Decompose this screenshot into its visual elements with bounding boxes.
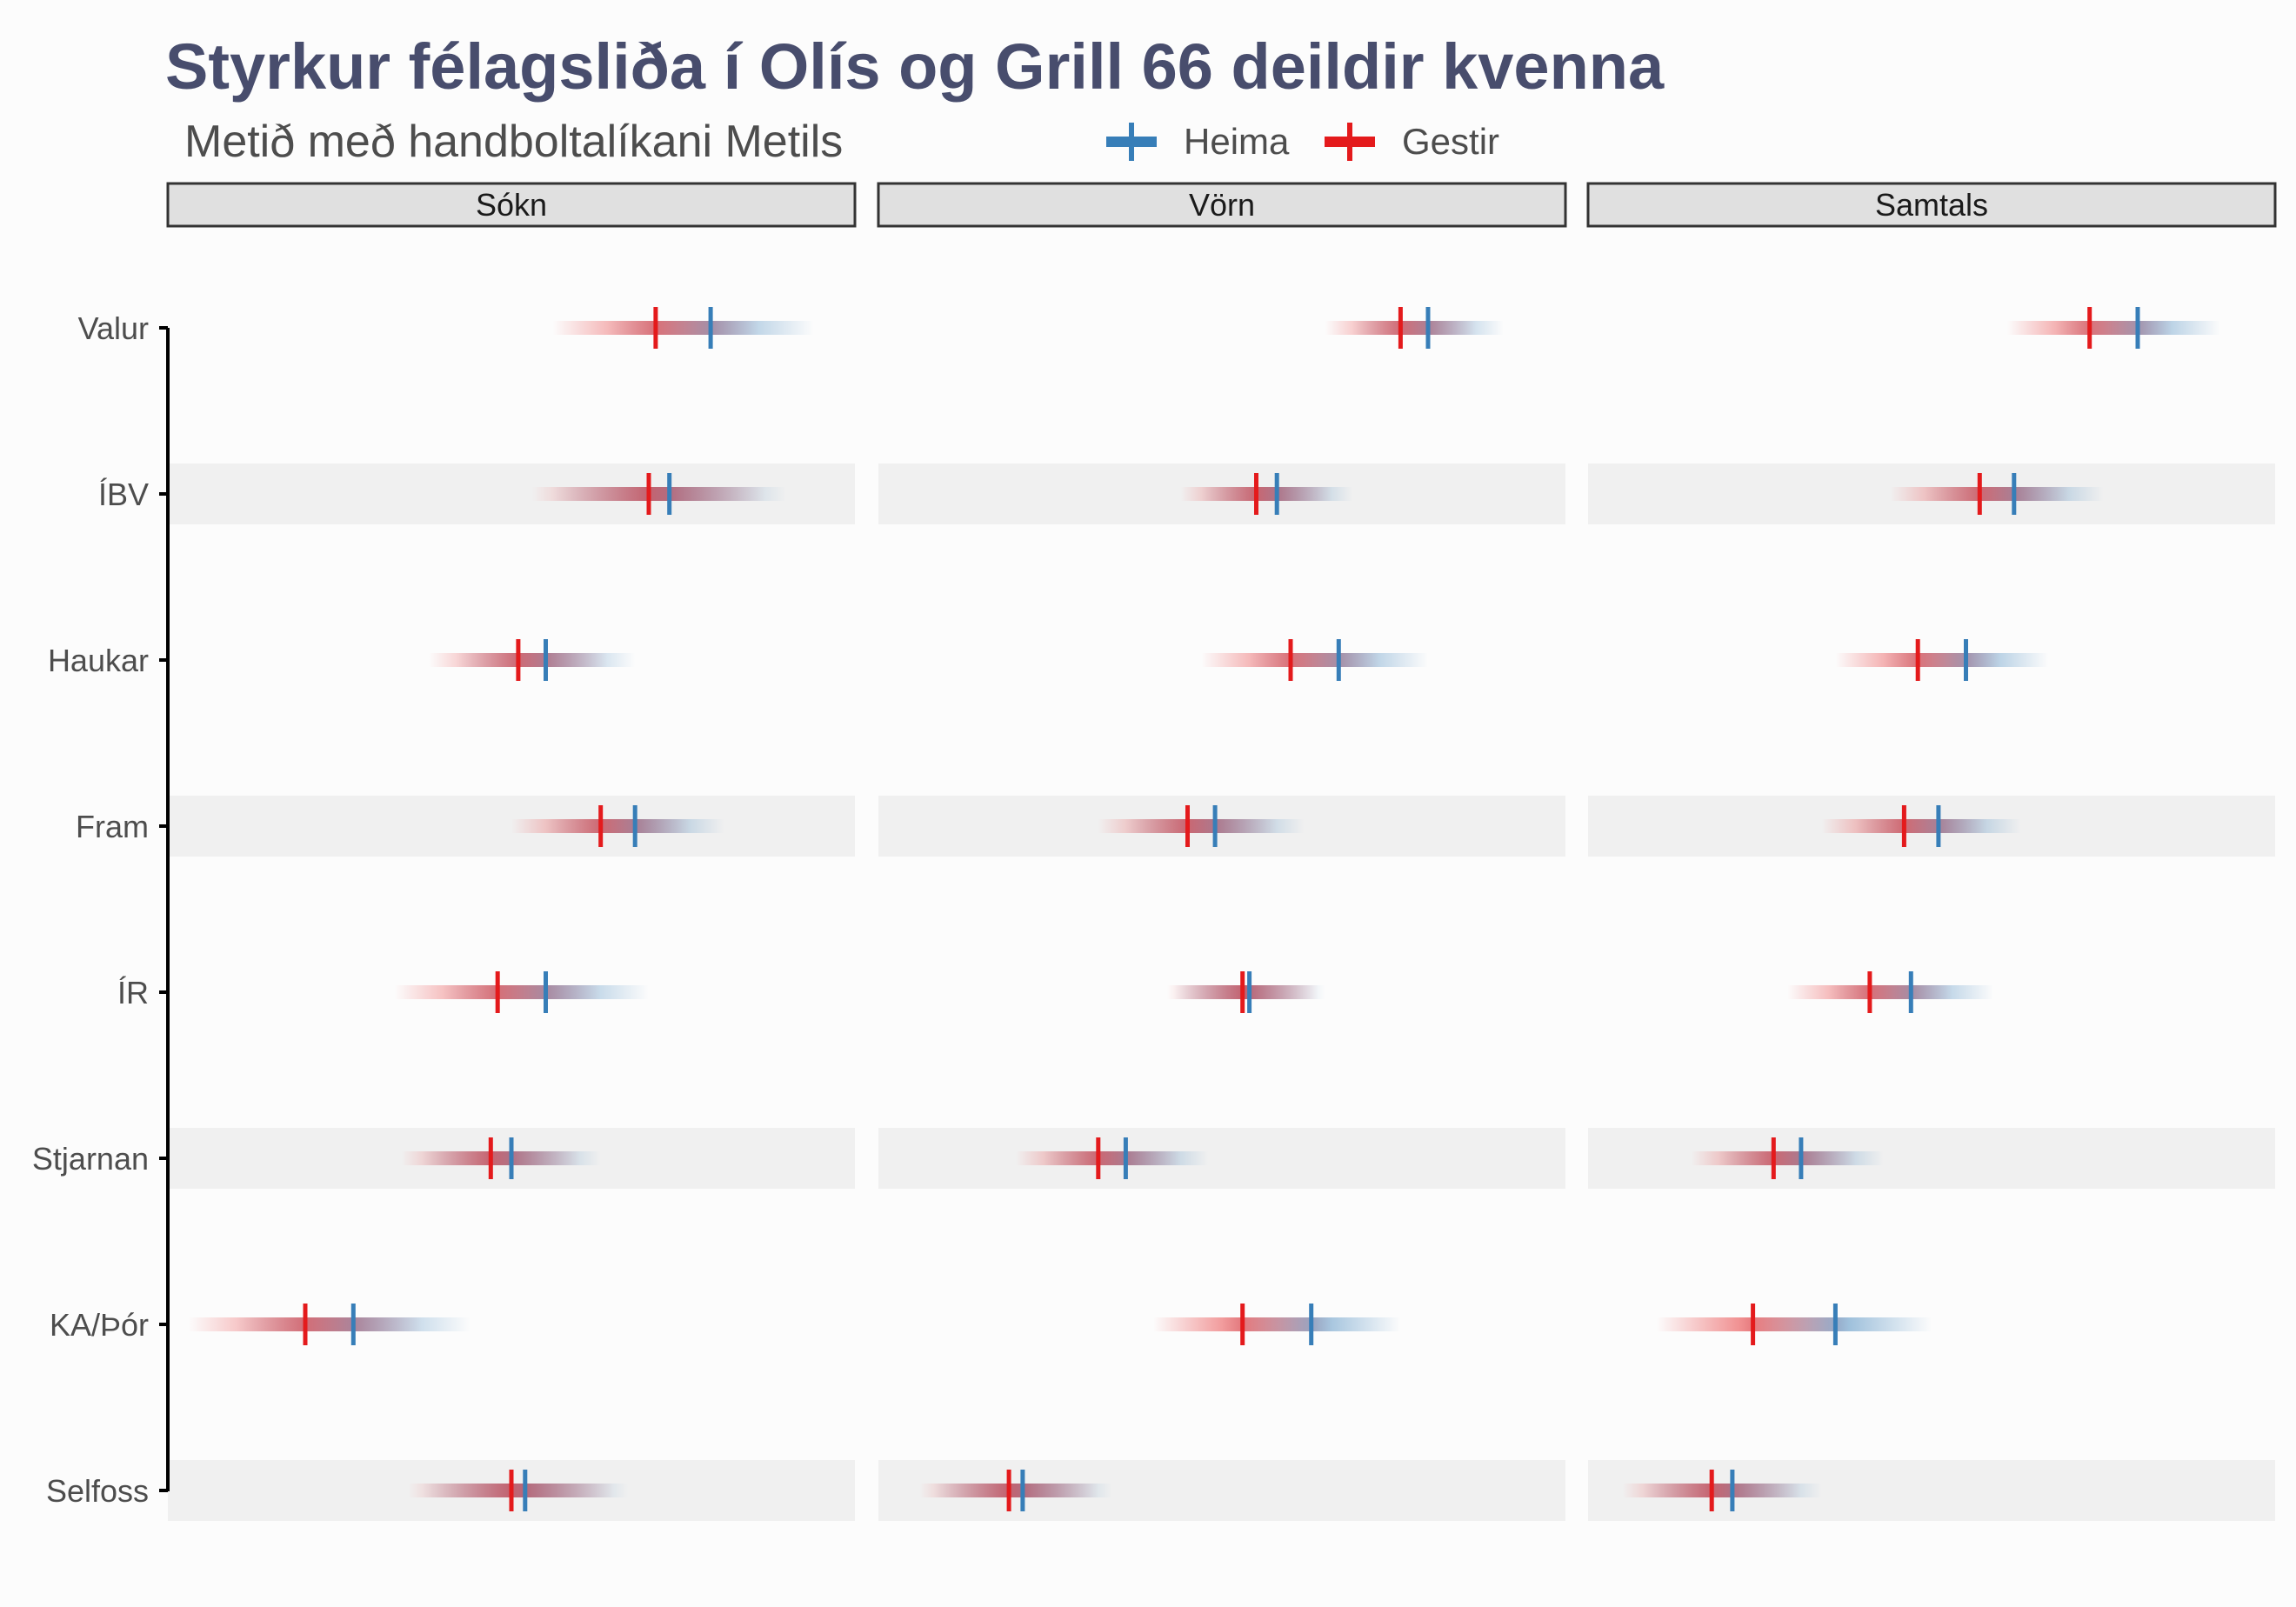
- facet-label-vorn: Vörn: [1189, 187, 1255, 223]
- plot-area: Sókn Vörn Samtals Valur ÍBV Haukar Fram ÍR Stjar…: [32, 182, 2277, 1521]
- point-home-vorn-stjarnan: [1123, 1137, 1128, 1179]
- y-tick-label-ka-thor: KA/Þór: [50, 1307, 149, 1343]
- legend-entry-gestir: Gestir: [1325, 121, 1499, 162]
- point-away-vorn-stjarnan: [1096, 1137, 1101, 1179]
- y-axis: Valur ÍBV Haukar Fram ÍR Stjarnan KA/Þór Selfos…: [32, 310, 170, 1509]
- point-away-sokn-selfoss: [509, 1470, 514, 1511]
- point-away-samtals-haukar: [1915, 639, 1920, 681]
- point-home-vorn-ibv: [1274, 473, 1279, 515]
- point-away-samtals-stjarnan: [1771, 1137, 1776, 1179]
- point-home-samtals-valur: [2135, 307, 2140, 349]
- facet-strip-box-sokn: [166, 182, 857, 228]
- y-tick-label-fram: Fram: [76, 809, 149, 844]
- point-away-samtals-selfoss: [1709, 1470, 1714, 1511]
- point-home-samtals-selfoss: [1730, 1470, 1735, 1511]
- point-home-samtals-haukar: [1964, 639, 1968, 681]
- facet-strip-sokn: Sókn: [166, 182, 857, 228]
- y-tick-label-ibv: ÍBV: [98, 477, 149, 512]
- chart-title: Styrkur félagsliða í Olís og Grill 66 de…: [165, 30, 1665, 103]
- point-away-samtals-ir: [1867, 971, 1872, 1013]
- point-away-sokn-ibv: [646, 473, 651, 515]
- panel-vorn: Vörn: [877, 182, 1567, 1521]
- facet-label-samtals: Samtals: [1875, 187, 1988, 223]
- point-home-samtals-ka-thor: [1832, 1304, 1838, 1345]
- facet-label-sokn: Sókn: [476, 187, 547, 223]
- point-home-vorn-valur: [1425, 307, 1431, 349]
- panel-sokn: Sókn: [166, 182, 857, 1521]
- chart-subtitle: Metið með handboltalíkani Metils: [184, 117, 843, 167]
- point-away-sokn-ka-thor: [303, 1304, 308, 1345]
- point-away-sokn-haukar: [516, 639, 521, 681]
- point-away-vorn-ka-thor: [1240, 1304, 1245, 1345]
- point-away-vorn-selfoss: [1006, 1470, 1011, 1511]
- legend-label-gestir: Gestir: [1402, 121, 1499, 162]
- point-away-sokn-ir: [495, 971, 500, 1013]
- point-home-sokn-selfoss: [523, 1470, 528, 1511]
- legend-entry-heima: Heima: [1106, 121, 1290, 162]
- point-away-samtals-ibv: [1977, 473, 1982, 515]
- point-away-vorn-haukar: [1288, 639, 1293, 681]
- point-away-vorn-ibv: [1254, 473, 1258, 515]
- y-tick-label-stjarnan: Stjarnan: [32, 1141, 149, 1177]
- y-tick-label-valur: Valur: [78, 310, 149, 346]
- point-away-sokn-stjarnan: [488, 1137, 493, 1179]
- y-tick-label-ir: ÍR: [117, 975, 149, 1010]
- point-home-samtals-stjarnan: [1799, 1137, 1804, 1179]
- point-away-vorn-ir: [1240, 971, 1245, 1013]
- facet-strip-box-samtals: [1586, 182, 2277, 228]
- facet-strip-vorn: Vörn: [877, 182, 1567, 228]
- point-home-samtals-ibv: [2012, 473, 2017, 515]
- point-away-samtals-fram: [1901, 805, 1906, 847]
- point-away-samtals-ka-thor: [1751, 1304, 1756, 1345]
- point-home-sokn-ibv: [667, 473, 672, 515]
- point-away-sokn-fram: [598, 805, 604, 847]
- point-home-vorn-selfoss: [1020, 1470, 1025, 1511]
- point-home-sokn-ir: [544, 971, 548, 1013]
- point-home-sokn-valur: [708, 307, 713, 349]
- point-away-samtals-valur: [2087, 307, 2092, 349]
- point-home-vorn-fram: [1212, 805, 1218, 847]
- point-home-sokn-stjarnan: [509, 1137, 514, 1179]
- facet-strip-box-vorn: [877, 182, 1567, 228]
- point-home-vorn-ir: [1247, 971, 1252, 1013]
- point-home-vorn-ka-thor: [1309, 1304, 1314, 1345]
- point-home-sokn-fram: [632, 805, 637, 847]
- point-away-vorn-valur: [1398, 307, 1403, 349]
- row-band-stjarnan: [878, 1128, 1565, 1189]
- panel-samtals: Samtals: [1586, 182, 2277, 1521]
- legend: Heima Gestir: [1106, 121, 1499, 162]
- legend-label-heima: Heima: [1184, 121, 1290, 162]
- point-home-sokn-ka-thor: [350, 1304, 356, 1345]
- point-away-vorn-fram: [1185, 805, 1190, 847]
- point-home-samtals-fram: [1936, 805, 1941, 847]
- point-home-sokn-haukar: [544, 639, 548, 681]
- y-tick-label-haukar: Haukar: [48, 643, 149, 678]
- point-home-samtals-ir: [1908, 971, 1913, 1013]
- y-tick-label-selfoss: Selfoss: [46, 1473, 149, 1509]
- facet-strip-samtals: Samtals: [1586, 182, 2277, 228]
- point-home-vorn-haukar: [1336, 639, 1341, 681]
- point-away-sokn-valur: [653, 307, 658, 349]
